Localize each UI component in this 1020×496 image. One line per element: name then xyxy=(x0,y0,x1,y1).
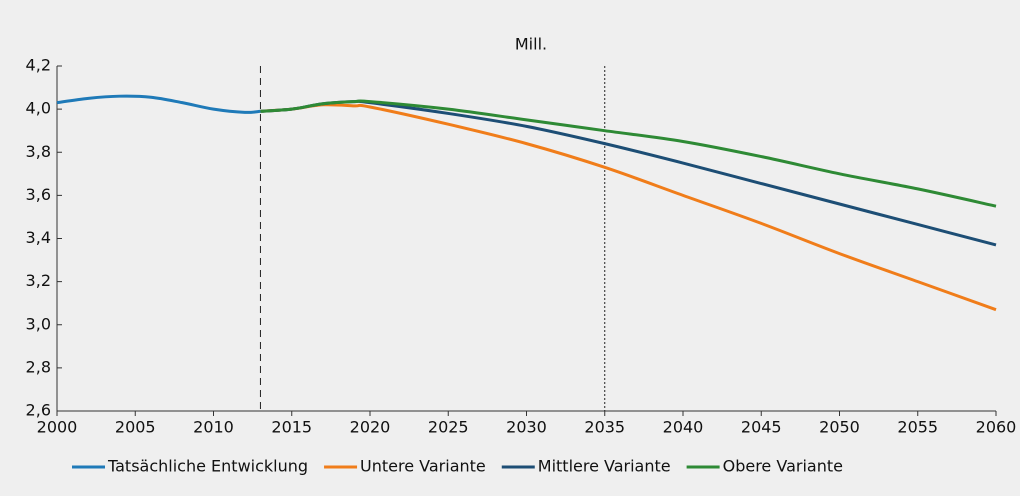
x-tick-label: 2040 xyxy=(663,418,704,437)
y-tick-label: 3,0 xyxy=(26,314,51,333)
x-tick-label: 2015 xyxy=(271,418,312,437)
x-tick-label: 2045 xyxy=(741,418,782,437)
x-tick-label: 2050 xyxy=(819,418,860,437)
legend-label: Mittlere Variante xyxy=(538,457,671,476)
legend-label: Tatsächliche Entwicklung xyxy=(107,457,308,476)
y-tick-label: 2,6 xyxy=(26,401,51,420)
line-series xyxy=(260,99,997,208)
x-tick-label: 2055 xyxy=(897,418,938,437)
y-tick-label: 3,6 xyxy=(26,185,51,204)
y-tick-label: 2,8 xyxy=(26,357,51,376)
line-series xyxy=(56,94,261,114)
x-tick-label: 2020 xyxy=(350,418,391,437)
y-tick-label: 4,2 xyxy=(26,56,51,75)
x-tick-label: 2010 xyxy=(193,418,234,437)
legend-label: Obere Variante xyxy=(723,457,843,476)
x-tick-label: 2035 xyxy=(584,418,625,437)
y-tick-label: 3,4 xyxy=(26,228,51,247)
x-tick-label: 2000 xyxy=(37,418,78,437)
x-tick-label: 2005 xyxy=(115,418,156,437)
x-tick-label: 2060 xyxy=(976,418,1017,437)
y-tick-label: 4,0 xyxy=(26,99,51,118)
x-tick-label: 2030 xyxy=(506,418,547,437)
line-series xyxy=(260,103,997,312)
chart-title: Mill. xyxy=(515,35,547,54)
y-tick-label: 3,2 xyxy=(26,271,51,290)
x-tick-label: 2025 xyxy=(428,418,469,437)
legend-label: Untere Variante xyxy=(360,457,486,476)
y-tick-label: 3,8 xyxy=(26,142,51,161)
